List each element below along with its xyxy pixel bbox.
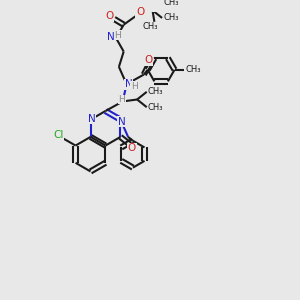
- Text: O: O: [128, 143, 136, 153]
- Text: N: N: [88, 114, 95, 124]
- Text: CH₃: CH₃: [148, 87, 163, 96]
- Text: CH₃: CH₃: [185, 65, 201, 74]
- Text: N: N: [124, 79, 132, 89]
- Text: CH₃: CH₃: [163, 14, 178, 22]
- Text: O: O: [105, 11, 113, 21]
- Text: O: O: [136, 7, 144, 17]
- Text: CH₃: CH₃: [143, 22, 158, 31]
- Text: H: H: [118, 95, 125, 104]
- Text: H: H: [131, 82, 138, 91]
- Text: N: N: [118, 117, 125, 127]
- Text: Cl: Cl: [53, 130, 64, 140]
- Text: CH₃: CH₃: [163, 0, 178, 7]
- Text: N: N: [107, 32, 115, 42]
- Text: O: O: [145, 55, 153, 65]
- Text: H: H: [115, 31, 121, 40]
- Text: CH₃: CH₃: [148, 103, 163, 112]
